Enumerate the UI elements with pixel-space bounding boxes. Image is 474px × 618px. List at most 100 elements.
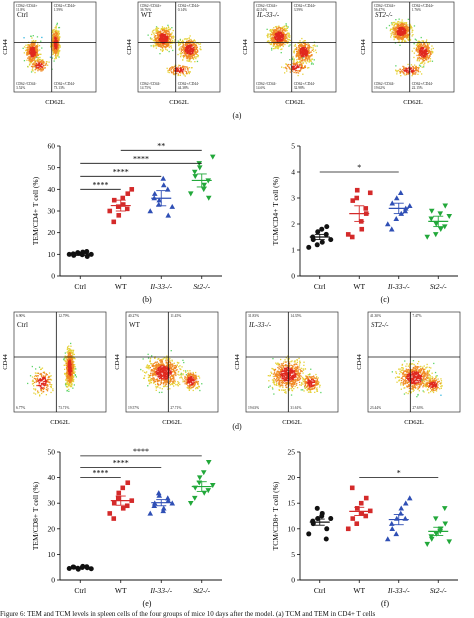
series-1 bbox=[306, 224, 334, 250]
x-tick-label: Ctrl bbox=[314, 586, 326, 595]
x-tick-label: Ctrl bbox=[74, 586, 86, 595]
sample-label: IL-33-/- bbox=[256, 11, 280, 19]
data-point bbox=[147, 208, 154, 214]
data-point bbox=[359, 511, 365, 516]
quadrant-label-lr: 27.63% bbox=[412, 406, 423, 410]
x-tick-label: Il-33-/- bbox=[387, 282, 410, 291]
series-3 bbox=[147, 490, 176, 516]
data-point bbox=[111, 500, 117, 506]
flow-plot-d-2: 40.27% 11.45% 19.57% 27.71% WT CD44 CD62L bbox=[112, 310, 226, 428]
data-point bbox=[428, 534, 435, 540]
significance-label: ** bbox=[157, 141, 165, 150]
data-point bbox=[315, 516, 321, 522]
quadrant-label-ur: 14.35% bbox=[290, 314, 301, 318]
data-point bbox=[107, 511, 113, 516]
flow-plot-d-3: 31.83% 14.35% 19.63% 31.61% IL-33-/- CD44 CD62… bbox=[232, 310, 346, 428]
data-point bbox=[125, 191, 131, 196]
flow-xlabel: CD62L bbox=[282, 419, 302, 426]
flow-plot-d-1: 6.90% 12.79% 6.77% 73.71% Ctrl CD44 CD62L bbox=[0, 310, 114, 428]
x-tick-label: WT bbox=[115, 282, 127, 291]
flow-ylabel: CD44 bbox=[114, 353, 121, 369]
data-point bbox=[115, 495, 121, 501]
data-point bbox=[358, 500, 364, 506]
data-point bbox=[406, 495, 413, 501]
y-tick-label: 25 bbox=[288, 448, 296, 457]
figure-caption: Figure 6: TEM and TCM levels in spleen c… bbox=[0, 610, 376, 618]
panel-letter-d: (d) bbox=[232, 422, 242, 431]
series-1 bbox=[66, 563, 94, 572]
data-point bbox=[314, 505, 320, 511]
data-point bbox=[164, 186, 171, 192]
y-tick-label: 30 bbox=[48, 499, 56, 508]
x-tick-label: Il-33-/- bbox=[149, 586, 172, 595]
data-point bbox=[388, 226, 395, 232]
data-point bbox=[433, 221, 440, 227]
y-tick-label: 10 bbox=[288, 524, 296, 533]
chart-b: 0 10 20 30 40 50 60 TEM/CD4+ T cell (%) Ctrl WT Il… bbox=[0, 136, 236, 311]
data-point bbox=[129, 187, 135, 192]
data-point bbox=[124, 503, 130, 509]
y-tick-label: 4 bbox=[291, 168, 295, 177]
data-point bbox=[424, 234, 431, 240]
data-point bbox=[437, 211, 444, 217]
data-point bbox=[354, 521, 360, 526]
quadrant-label-ul: CD62-/CD44+ 56.47% bbox=[374, 4, 395, 12]
data-point bbox=[84, 254, 90, 259]
data-point bbox=[306, 531, 312, 537]
data-point bbox=[160, 508, 167, 514]
data-point bbox=[433, 531, 440, 537]
series-2 bbox=[345, 485, 373, 532]
x-tick-label: WT bbox=[353, 586, 365, 595]
data-point bbox=[120, 195, 126, 201]
x-tick-label: St2-/- bbox=[193, 282, 210, 291]
data-point bbox=[156, 197, 163, 203]
y-tick-label: 10 bbox=[48, 250, 56, 259]
data-point bbox=[201, 182, 208, 188]
sample-label: ST2-/- bbox=[375, 11, 393, 19]
data-point bbox=[111, 516, 117, 521]
data-point bbox=[402, 500, 409, 506]
y-tick-label: 1 bbox=[291, 246, 295, 255]
data-point bbox=[155, 490, 162, 496]
data-point bbox=[111, 197, 117, 203]
data-point bbox=[328, 237, 334, 243]
quadrant-label-ur: 11.45% bbox=[170, 314, 181, 318]
series-2 bbox=[107, 480, 135, 521]
significance-label: **** bbox=[133, 447, 149, 456]
significance-label: **** bbox=[133, 154, 149, 163]
data-point bbox=[441, 506, 448, 512]
data-point bbox=[120, 506, 126, 511]
significance-label: **** bbox=[93, 180, 109, 189]
y-axis-label: TCM/CD8+ T cell (%) bbox=[271, 481, 280, 550]
significance-label: **** bbox=[93, 469, 109, 478]
chart-f: 0 5 10 15 20 25 TCM/CD8+ T cell (%) Ctrl WT Il-33… bbox=[240, 442, 472, 615]
series-2 bbox=[107, 187, 135, 225]
quadrant-label-ll: CD62-/CD44-14.6% bbox=[256, 82, 277, 90]
y-tick-label: 50 bbox=[48, 163, 56, 172]
quadrant-label-ul: CD62-/CD44+ 11.8% bbox=[16, 4, 37, 12]
y-tick-label: 0 bbox=[51, 272, 55, 281]
flow-xlabel: CD62L bbox=[404, 419, 424, 426]
data-point bbox=[196, 480, 203, 486]
flow-plot-a-4: CD62-/CD44+ 56.47% CD62+/CD44+ 1.76% CD62-/C… bbox=[358, 0, 462, 108]
data-point bbox=[124, 206, 130, 212]
data-point bbox=[209, 483, 216, 489]
data-point bbox=[359, 226, 365, 232]
y-tick-label: 20 bbox=[48, 524, 56, 533]
data-point bbox=[424, 541, 431, 547]
data-point bbox=[345, 232, 351, 237]
data-point bbox=[200, 187, 207, 193]
x-tick-label: St2-/- bbox=[430, 282, 447, 291]
data-point bbox=[314, 242, 320, 248]
sample-label: WT bbox=[129, 321, 141, 329]
y-axis-label: TEM/CD8+ T cell (%) bbox=[31, 481, 40, 550]
data-point bbox=[310, 518, 316, 524]
data-point bbox=[160, 505, 167, 511]
data-point bbox=[354, 187, 360, 193]
quadrant-label-lr: CD62+/CD44-44.38% bbox=[178, 82, 200, 90]
flow-ylabel: CD44 bbox=[360, 38, 367, 54]
data-point bbox=[428, 536, 435, 542]
data-point bbox=[116, 213, 122, 218]
x-tick-label: Il-33-/- bbox=[387, 586, 410, 595]
data-point bbox=[324, 526, 330, 532]
